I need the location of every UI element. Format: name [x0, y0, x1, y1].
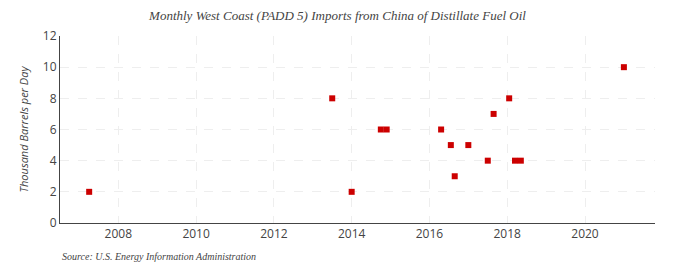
svg-text:4: 4 — [50, 152, 57, 169]
svg-text:8: 8 — [50, 90, 57, 107]
svg-text:2012: 2012 — [260, 225, 288, 242]
svg-text:2: 2 — [50, 183, 57, 200]
svg-text:2008: 2008 — [105, 225, 133, 242]
svg-text:2010: 2010 — [182, 225, 210, 242]
svg-text:Thousand Barrels per Day: Thousand Barrels per Day — [16, 66, 31, 193]
svg-text:Monthly West Coast (PADD 5) Im: Monthly West Coast (PADD 5) Imports from… — [148, 8, 526, 23]
svg-text:2018: 2018 — [493, 225, 521, 242]
svg-text:12: 12 — [43, 27, 57, 44]
svg-text:0: 0 — [50, 214, 57, 231]
svg-text:Source: U.S. Energy Informatio: Source: U.S. Energy Information Administ… — [62, 251, 256, 262]
svg-text:2020: 2020 — [571, 225, 599, 242]
svg-text:10: 10 — [43, 58, 57, 75]
svg-text:2016: 2016 — [416, 225, 444, 242]
svg-text:2014: 2014 — [338, 225, 366, 242]
svg-text:6: 6 — [50, 121, 57, 138]
